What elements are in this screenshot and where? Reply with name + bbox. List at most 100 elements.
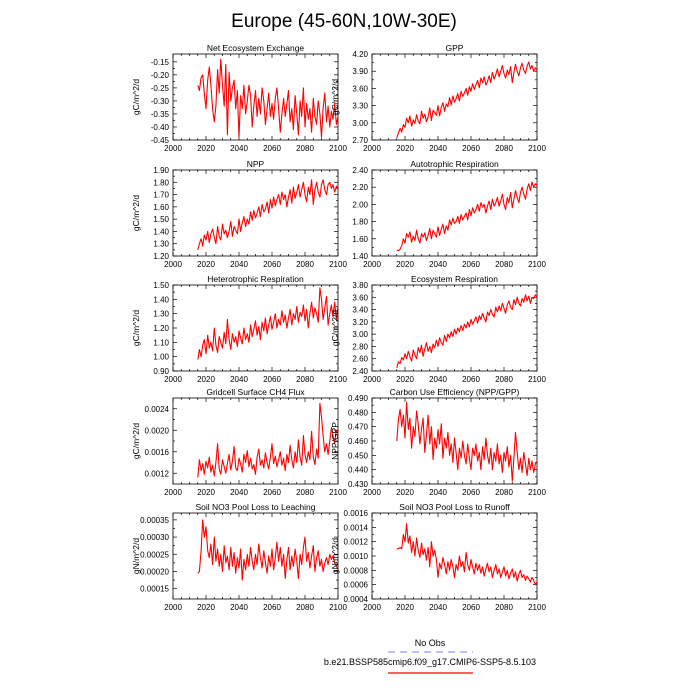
chart-panel-7: Gridcell Surface CH4 Flux 2000 2020 2040 206… xyxy=(131,387,347,497)
y-tick-label: -0.20 xyxy=(151,71,170,80)
series-line xyxy=(396,294,538,369)
y-tick-label: 0.0006 xyxy=(344,581,369,590)
x-tick-label: 2080 xyxy=(495,144,513,153)
x-tick-label: 2100 xyxy=(329,144,347,153)
x-tick-label: 2040 xyxy=(429,488,447,497)
y-tick-label: 1.20 xyxy=(153,252,169,261)
y-tick-label: 0.00025 xyxy=(140,550,169,559)
x-tick-label: 2020 xyxy=(396,144,414,153)
y-tick-label: 0.0012 xyxy=(145,469,170,478)
series-line xyxy=(396,181,538,252)
x-tick-label: 2080 xyxy=(296,260,314,269)
x-tick-label: 2040 xyxy=(230,144,248,153)
y-tick-label: 2.00 xyxy=(352,200,368,209)
x-tick-label: 2020 xyxy=(396,260,414,269)
y-tick-label: 0.0010 xyxy=(344,552,369,561)
y-axis-label: gC/m^2/d xyxy=(330,310,340,346)
y-tick-label: 0.490 xyxy=(348,394,369,403)
y-tick-label: 0.00030 xyxy=(140,533,169,542)
x-tick-label: 2020 xyxy=(197,144,215,153)
y-tick-label: -0.45 xyxy=(151,136,170,145)
x-tick-label: 2000 xyxy=(164,144,182,153)
y-tick-label: -0.25 xyxy=(151,84,170,93)
chart-panel-9: Soil NO3 Pool Loss to Leaching 2000 2020 20… xyxy=(131,502,347,612)
x-tick-label: 2060 xyxy=(263,375,281,384)
y-tick-label: 0.440 xyxy=(348,466,369,475)
series-line xyxy=(396,61,538,138)
x-tick-label: 2100 xyxy=(528,488,546,497)
x-tick-label: 2100 xyxy=(528,603,546,612)
y-tick-label: 0.0008 xyxy=(344,566,369,575)
legend: No Obs b.e21.BSSP585cmip6.f09_g17.CMIP6-… xyxy=(324,638,536,674)
x-tick-label: 2080 xyxy=(495,603,513,612)
y-tick-label: 3.40 xyxy=(352,306,368,315)
y-axis-label: gC/m^2/d xyxy=(131,310,141,346)
panel-title: Ecosystem Respiration xyxy=(411,274,498,284)
x-tick-label: 2080 xyxy=(296,144,314,153)
y-tick-label: 3.20 xyxy=(352,318,368,327)
x-tick-label: 2080 xyxy=(495,488,513,497)
chart-panel-1: Net Ecosystem Exchange 2000 2020 2040 2060 20… xyxy=(131,43,347,153)
y-tick-label: 0.00035 xyxy=(140,516,169,525)
panels-group: Net Ecosystem Exchange 2000 2020 2040 2060 20… xyxy=(131,43,546,612)
y-tick-label: 0.460 xyxy=(348,437,369,446)
x-tick-label: 2080 xyxy=(296,603,314,612)
plot-frame xyxy=(371,512,538,600)
legend-model-label: b.e21.BSSP585cmip6.f09_g17.CMIP6-SSP5-8.… xyxy=(324,657,536,667)
y-tick-label: 2.20 xyxy=(352,183,368,192)
y-tick-label: 3.60 xyxy=(352,84,368,93)
x-tick-label: 2000 xyxy=(363,260,381,269)
y-tick-label: 2.40 xyxy=(352,367,368,376)
x-tick-label: 2100 xyxy=(329,603,347,612)
chart-panel-8: Carbon Use Efficiency (NPP/GPP) 2000 2020 2… xyxy=(330,387,546,497)
y-tick-label: 3.00 xyxy=(352,119,368,128)
y-tick-label: 0.0004 xyxy=(344,595,369,604)
x-tick-label: 2040 xyxy=(429,375,447,384)
y-tick-label: 0.450 xyxy=(348,451,369,460)
x-tick-label: 2100 xyxy=(528,144,546,153)
x-tick-label: 2020 xyxy=(197,488,215,497)
y-tick-label: 0.90 xyxy=(153,367,169,376)
y-tick-label: -0.40 xyxy=(151,123,170,132)
y-tick-label: 1.30 xyxy=(153,240,169,249)
chart-panel-3: NPP 2000 2020 2040 2060 2080 2100 1.20 1.30 1.40 1… xyxy=(131,159,347,269)
panel-title: NPP xyxy=(247,159,265,169)
series-line xyxy=(396,401,538,482)
y-axis-label: NPP/GPP xyxy=(330,422,340,460)
plot-frame xyxy=(172,169,339,257)
panel-title: Autotrophic Respiration xyxy=(410,159,499,169)
x-tick-label: 2060 xyxy=(263,488,281,497)
series-line xyxy=(197,519,339,581)
chart-panel-10: Soil NO3 Pool Loss to Runoff 2000 2020 2040… xyxy=(330,502,546,612)
y-tick-label: 1.10 xyxy=(153,338,169,347)
y-tick-label: 1.40 xyxy=(352,252,368,261)
y-tick-label: 1.00 xyxy=(153,353,169,362)
y-tick-label: 0.480 xyxy=(348,408,369,417)
y-tick-label: 1.60 xyxy=(153,203,169,212)
x-tick-label: 2040 xyxy=(230,260,248,269)
x-tick-label: 2060 xyxy=(263,260,281,269)
x-tick-label: 2060 xyxy=(462,144,480,153)
panel-title: Soil NO3 Pool Loss to Runoff xyxy=(399,502,510,512)
plot-frame xyxy=(371,169,538,257)
x-tick-label: 2040 xyxy=(429,603,447,612)
y-tick-label: 0.0014 xyxy=(344,523,369,532)
panel-title: Gridcell Surface CH4 Flux xyxy=(206,387,305,397)
y-tick-label: 3.00 xyxy=(352,330,368,339)
y-tick-label: 1.20 xyxy=(153,324,169,333)
x-tick-label: 2100 xyxy=(329,375,347,384)
y-tick-label: 0.0016 xyxy=(145,448,170,457)
y-tick-label: 1.40 xyxy=(153,227,169,236)
x-tick-label: 2080 xyxy=(296,375,314,384)
panel-title: Carbon Use Efficiency (NPP/GPP) xyxy=(390,387,520,397)
x-tick-label: 2000 xyxy=(164,488,182,497)
y-tick-label: 1.90 xyxy=(153,166,169,175)
y-tick-label: 1.30 xyxy=(153,310,169,319)
y-tick-label: 1.40 xyxy=(153,295,169,304)
y-tick-label: 4.20 xyxy=(352,50,368,59)
y-tick-label: 1.70 xyxy=(153,191,169,200)
y-axis-label: gN/m^2/d xyxy=(330,538,340,574)
figure-title: Europe (45-60N,10W-30E) xyxy=(231,11,457,32)
